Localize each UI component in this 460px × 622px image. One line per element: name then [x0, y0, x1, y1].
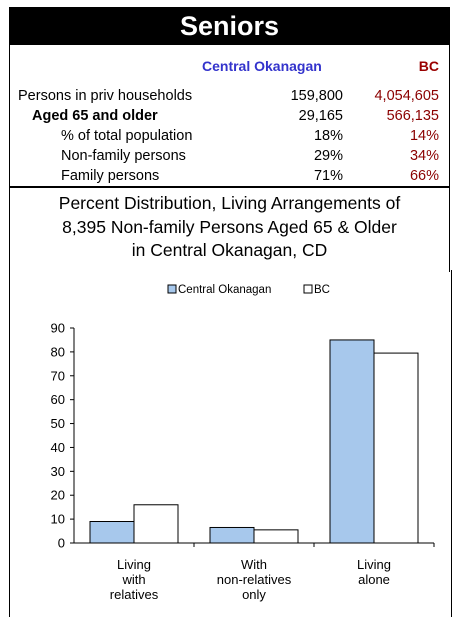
chart-description: Percent Distribution, Living Arrangement…: [9, 188, 450, 272]
bar-chart: Central Okanagan BC 0 10 20 30 40 50 60 70 80 90 Liv…: [51, 284, 435, 602]
y-tick-label: 20: [51, 488, 65, 503]
y-tick-label: 50: [51, 416, 65, 431]
stats-value-central: 159,800: [290, 88, 343, 104]
stats-row: Non-family persons 29% 34%: [10, 148, 449, 167]
x-tick-label: Living: [357, 557, 391, 572]
y-tick-label: 90: [51, 321, 65, 336]
stats-value-central: 71%: [313, 168, 343, 184]
stats-row-label: % of total population: [61, 128, 193, 144]
column-header-bc: BC: [418, 58, 439, 74]
stats-row-label: Aged 65 and older: [32, 108, 158, 124]
stats-row: Aged 65 and older 29,165 566,135: [10, 108, 449, 127]
stats-row: % of total population 18% 14%: [10, 128, 449, 147]
stats-value-bc: 34%: [409, 148, 439, 164]
legend-swatch: [167, 284, 177, 294]
stats-row-label: Persons in priv households: [18, 88, 193, 104]
bar: [89, 521, 135, 544]
stats-value-central: 29,165: [298, 108, 343, 124]
chart-panel: Central Okanagan BC 0 10 20 30 40 50 60 70 80 90 Liv…: [9, 270, 452, 617]
bar: [253, 529, 299, 544]
bar: [329, 339, 375, 544]
stats-row: Family persons 71% 66%: [10, 168, 449, 187]
stats-value-central: 18%: [313, 128, 343, 144]
description-line: Percent Distribution, Living Arrangement…: [58, 193, 401, 213]
bar: [373, 352, 419, 544]
page-title: Seniors: [9, 7, 450, 45]
bar: [133, 504, 179, 544]
y-tick-label: 80: [51, 344, 65, 359]
stats-value-central: 29%: [313, 148, 343, 164]
legend-label: Central Okanagan: [178, 284, 271, 296]
x-tick-label: with: [121, 572, 145, 587]
x-tick-label: alone: [358, 572, 390, 587]
column-header-central: Central Okanagan: [202, 58, 322, 74]
legend-swatch: [303, 284, 313, 294]
y-tick-label: 0: [58, 536, 65, 551]
stats-value-bc: 4,054,605: [374, 88, 439, 104]
divider: [9, 186, 450, 188]
x-tick-label: only: [242, 587, 266, 602]
description-line: 8,395 Non-family Persons Aged 65 & Older: [62, 216, 397, 237]
bar: [209, 526, 255, 544]
stats-row-label: Non-family persons: [61, 148, 186, 164]
x-tick-label: With: [241, 557, 267, 572]
legend-label: BC: [314, 284, 330, 296]
x-tick-label: Living: [117, 557, 151, 572]
description-line: in Central Okanagan, CD: [131, 240, 328, 260]
y-tick-label: 30: [51, 464, 65, 479]
x-tick-label: relatives: [110, 587, 159, 602]
x-tick-label: non-relatives: [217, 572, 292, 587]
stats-value-bc: 14%: [409, 128, 439, 144]
y-tick-label: 60: [51, 392, 65, 407]
stats-value-bc: 66%: [409, 168, 439, 184]
y-tick-label: 70: [51, 368, 65, 383]
y-tick-label: 10: [51, 512, 65, 527]
stats-value-bc: 566,135: [386, 108, 439, 124]
stats-row: Persons in priv households 159,800 4,054,6…: [10, 88, 449, 107]
stats-table: Central Okanagan BC Persons in priv hous…: [9, 45, 450, 186]
y-tick-label: 40: [51, 440, 65, 455]
stats-row-label: Family persons: [61, 168, 160, 184]
